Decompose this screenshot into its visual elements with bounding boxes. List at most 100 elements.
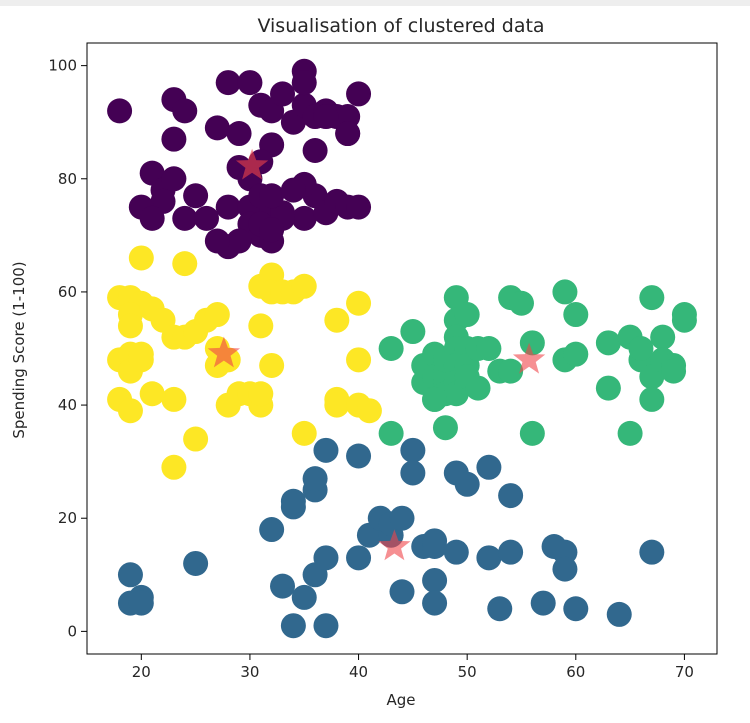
centroids-layer (207, 148, 546, 561)
centroid-star (512, 342, 546, 374)
data-point (498, 539, 524, 565)
data-point (215, 70, 241, 96)
data-point (389, 579, 415, 605)
data-point (378, 420, 404, 446)
data-point (443, 539, 469, 565)
y-tick-label: 20 (58, 509, 77, 527)
y-tick-label: 100 (48, 57, 77, 75)
data-point (476, 545, 502, 571)
data-point (530, 590, 556, 616)
data-point (422, 567, 448, 593)
data-point (139, 381, 165, 407)
y-tick-label: 80 (58, 170, 77, 188)
data-point (204, 228, 230, 254)
data-point (454, 471, 480, 497)
data-point (639, 386, 665, 412)
data-point (606, 601, 632, 627)
data-point (161, 166, 187, 192)
data-point (346, 194, 372, 220)
data-point (422, 528, 448, 554)
data-point (508, 290, 534, 316)
y-tick-label: 60 (58, 283, 77, 301)
data-point (291, 273, 317, 299)
data-point (302, 466, 328, 492)
data-point (563, 596, 589, 622)
y-axis-label: Spending Score (1-100) (10, 261, 28, 438)
data-point (259, 517, 285, 543)
data-point (661, 358, 687, 384)
y-axis-ticks: 0 20 40 60 80 100 (48, 57, 87, 640)
data-point (335, 121, 361, 147)
data-point (378, 336, 404, 361)
data-point (183, 183, 209, 209)
centroid-star (235, 148, 269, 180)
x-tick-label: 30 (240, 663, 259, 681)
data-point (346, 443, 372, 469)
data-point (226, 121, 252, 147)
x-tick-label: 20 (132, 663, 151, 681)
data-point (259, 183, 285, 209)
data-point (183, 426, 209, 452)
data-point (650, 324, 676, 350)
data-point (400, 460, 426, 486)
data-point (617, 420, 643, 446)
x-axis-ticks: 20 30 40 50 60 70 (132, 654, 694, 681)
data-point (498, 483, 524, 509)
x-tick-label: 70 (675, 663, 694, 681)
data-point (552, 279, 578, 305)
data-point (346, 290, 372, 316)
data-point (346, 81, 372, 107)
x-tick-label: 60 (566, 663, 585, 681)
data-point (313, 545, 339, 571)
data-point (193, 205, 219, 231)
data-point (291, 420, 317, 446)
data-point (128, 245, 154, 271)
data-point (487, 596, 513, 622)
data-point (280, 613, 306, 639)
plot-frame (86, 42, 718, 655)
data-point (259, 217, 285, 243)
data-point (563, 302, 589, 328)
data-point (259, 352, 285, 378)
data-point (422, 590, 448, 616)
data-point (280, 488, 306, 514)
data-point (291, 205, 317, 231)
data-point (270, 573, 296, 599)
data-point (161, 126, 187, 152)
data-point (280, 177, 306, 203)
centroid-star (378, 529, 411, 561)
data-point (248, 313, 274, 339)
data-point (313, 437, 339, 463)
data-point (172, 205, 198, 231)
data-point (552, 556, 578, 582)
data-point (291, 584, 317, 610)
data-point (476, 336, 502, 361)
data-point (519, 420, 545, 446)
data-point (270, 81, 296, 107)
data-point (204, 115, 230, 141)
data-point (161, 454, 187, 480)
data-point (422, 386, 448, 412)
data-point (639, 539, 665, 565)
y-tick-label: 40 (58, 396, 77, 414)
data-point (465, 375, 491, 401)
x-tick-label: 50 (458, 663, 477, 681)
data-point (215, 194, 241, 220)
chart-title: Visualisation of clustered data (257, 15, 544, 37)
data-point (237, 70, 263, 96)
data-point (128, 590, 154, 616)
data-point (432, 415, 458, 441)
top-bar (0, 0, 750, 6)
centroid-star (207, 336, 241, 368)
data-point (248, 381, 274, 407)
data-point (313, 104, 339, 130)
data-point (324, 392, 350, 418)
data-point (172, 98, 198, 124)
data-point (117, 562, 143, 588)
data-point (454, 302, 480, 328)
data-point (324, 307, 350, 333)
data-point (389, 505, 415, 531)
data-point (107, 98, 133, 124)
x-axis-label: Age (386, 691, 415, 709)
data-point (161, 386, 187, 412)
